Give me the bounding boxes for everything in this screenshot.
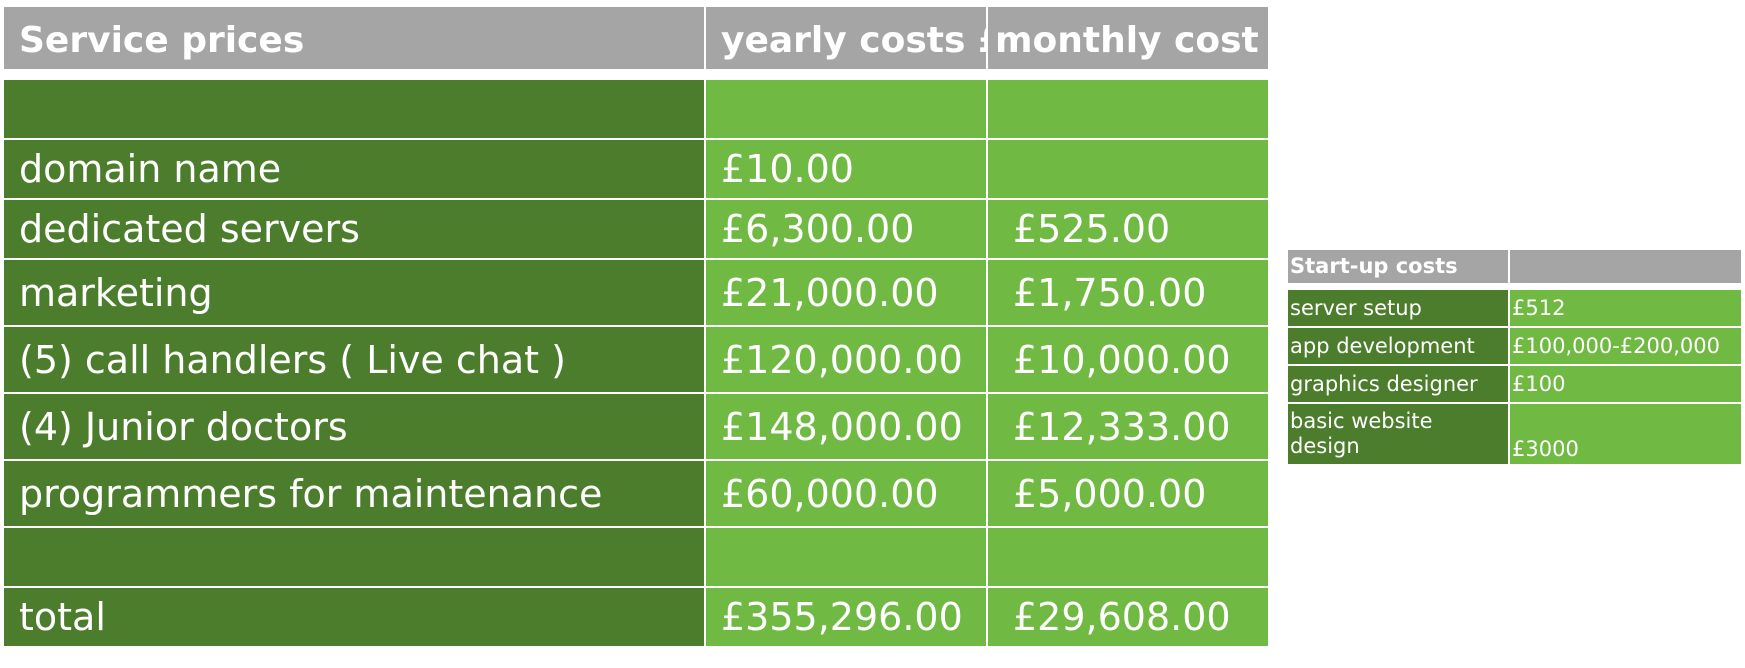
startup-value: £100	[1508, 364, 1743, 404]
startup-label: graphics designer	[1286, 364, 1510, 404]
row-monthly: £10,000.00	[986, 325, 1270, 394]
row-label: marketing	[2, 258, 706, 327]
startup-value: £100,000-£200,000	[1508, 326, 1743, 366]
startup-costs-table: Start-up costs server setup £512 app dev…	[1286, 248, 1743, 466]
table-row	[2, 78, 1270, 140]
startup-header-spacer	[1287, 284, 1742, 289]
row-monthly	[986, 138, 1270, 200]
startup-label: app development	[1286, 326, 1510, 366]
total-monthly: £29,608.00	[986, 586, 1270, 648]
table-row: marketing £21,000.00 £1,750.00	[2, 258, 1270, 327]
row-label: (4) Junior doctors	[2, 392, 706, 461]
table-row: programmers for maintenance £60,000.00 £…	[2, 459, 1270, 528]
spacer-cell	[1287, 284, 1742, 289]
startup-label: basic website design	[1286, 402, 1510, 466]
service-prices-table: Service prices yearly costs £ monthly co…	[2, 5, 1270, 648]
row-monthly: £5,000.00	[986, 459, 1270, 528]
table-row: dedicated servers £6,300.00 £525.00	[2, 198, 1270, 260]
table-row	[2, 526, 1270, 588]
total-label: total	[2, 586, 706, 648]
row-label	[2, 526, 706, 588]
total-yearly: £355,296.00	[704, 586, 988, 648]
header-startup-value	[1508, 248, 1743, 285]
startup-label: server setup	[1286, 288, 1510, 328]
startup-header-row: Start-up costs	[1286, 248, 1743, 285]
row-yearly: £6,300.00	[704, 198, 988, 260]
header-startup-costs: Start-up costs	[1286, 248, 1510, 285]
row-monthly: £1,750.00	[986, 258, 1270, 327]
row-yearly: £60,000.00	[704, 459, 988, 528]
table-row: domain name £10.00	[2, 138, 1270, 200]
table-row: (4) Junior doctors £148,000.00 £12,333.0…	[2, 392, 1270, 461]
total-row: total £355,296.00 £29,608.00	[2, 586, 1270, 648]
startup-value: £512	[1508, 288, 1743, 328]
row-monthly	[986, 78, 1270, 140]
startup-row: basic website design £3000	[1286, 402, 1743, 466]
row-monthly	[986, 526, 1270, 588]
row-monthly: £525.00	[986, 198, 1270, 260]
header-monthly-cost: monthly cost £	[986, 5, 1270, 71]
row-label: (5) call handlers ( Live chat )	[2, 325, 706, 394]
startup-value: £3000	[1508, 402, 1743, 466]
row-yearly	[704, 526, 988, 588]
row-label: domain name	[2, 138, 706, 200]
row-yearly: £21,000.00	[704, 258, 988, 327]
row-yearly: £10.00	[704, 138, 988, 200]
spacer-cell	[3, 70, 1269, 79]
row-monthly: £12,333.00	[986, 392, 1270, 461]
row-yearly: £148,000.00	[704, 392, 988, 461]
header-service-prices: Service prices	[2, 5, 706, 71]
row-label	[2, 78, 706, 140]
header-spacer	[3, 70, 1269, 79]
row-yearly: £120,000.00	[704, 325, 988, 394]
row-yearly	[704, 78, 988, 140]
header-yearly-costs: yearly costs £	[704, 5, 988, 71]
row-label: programmers for maintenance	[2, 459, 706, 528]
table-row: (5) call handlers ( Live chat ) £120,000…	[2, 325, 1270, 394]
row-label: dedicated servers	[2, 198, 706, 260]
service-table-header-row: Service prices yearly costs £ monthly co…	[2, 5, 1270, 71]
startup-row: graphics designer £100	[1286, 364, 1743, 404]
startup-row: server setup £512	[1286, 288, 1743, 328]
startup-row: app development £100,000-£200,000	[1286, 326, 1743, 366]
